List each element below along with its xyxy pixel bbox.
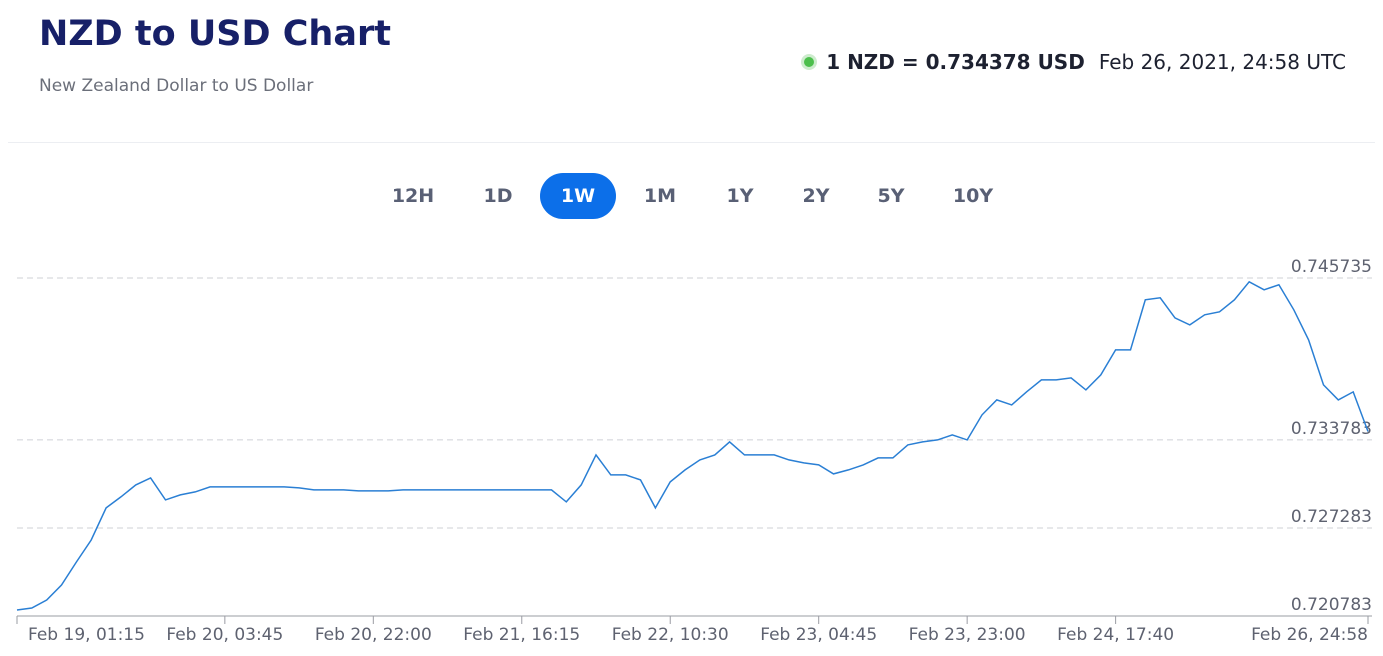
x-tick-label: Feb 23, 23:00 xyxy=(909,625,1026,645)
x-tick-label: Feb 24, 17:40 xyxy=(1057,625,1174,645)
live-dot xyxy=(804,57,815,67)
separator xyxy=(8,142,1375,143)
range-tab[interactable]: 5Y xyxy=(877,185,905,207)
x-tick-label: Feb 19, 01:15 xyxy=(28,625,145,645)
price-line xyxy=(16,280,1369,611)
range-tab[interactable]: 2Y xyxy=(802,185,830,207)
range-tab[interactable]: 10Y xyxy=(952,185,994,207)
x-tick-label: Feb 22, 10:30 xyxy=(612,625,729,645)
range-tab[interactable]: 12H xyxy=(391,185,435,207)
subtitle: New Zealand Dollar to US Dollar xyxy=(39,76,314,96)
y-tick-label: 0.720783 xyxy=(1291,595,1372,615)
x-tick-label: Feb 20, 22:00 xyxy=(315,625,432,645)
range-tab[interactable]: 1D xyxy=(483,185,513,207)
x-tick-label: Feb 21, 16:15 xyxy=(463,625,580,645)
timestamp: Feb 26, 2021, 24:58 UTC xyxy=(1098,50,1346,74)
y-tick-label: 0.727283 xyxy=(1291,507,1372,527)
title: NZD to USD Chart xyxy=(39,14,391,54)
x-tick-label: Feb 26, 24:58 xyxy=(1251,625,1368,645)
range-tab[interactable]: 1M xyxy=(643,185,677,207)
y-tick-label: 0.733783 xyxy=(1291,419,1372,439)
rate-box: 1 NZD = 0.734378 USD Feb 26, 2021, 24:58… xyxy=(804,50,1346,74)
x-tick-label: Feb 20, 03:45 xyxy=(166,625,283,645)
tabs: 12H 1D 1W 1M 1Y 2Y 5Y 10Y xyxy=(0,173,1383,219)
y-tick-label: 0.745735 xyxy=(1291,257,1372,277)
range-tab[interactable]: 1Y xyxy=(726,185,754,207)
rate: 1 NZD = 0.734378 USD xyxy=(826,50,1085,74)
range-tab[interactable]: 1W xyxy=(540,173,616,219)
x-tick-label: Feb 23, 04:45 xyxy=(760,625,877,645)
